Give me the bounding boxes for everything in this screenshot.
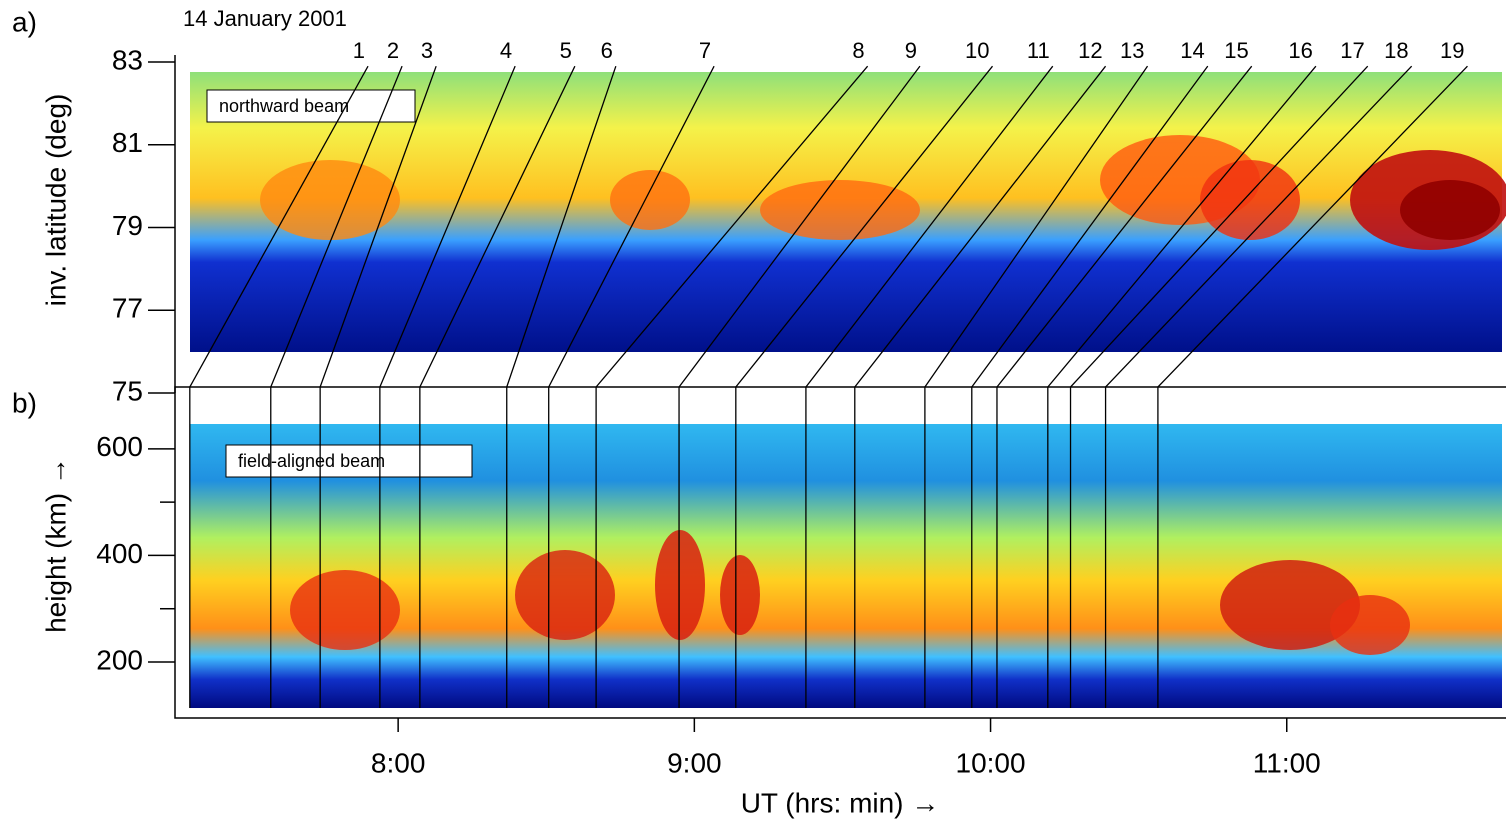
event-label: 10 (965, 38, 989, 63)
event-line (1105, 65, 1413, 388)
panel-label: a) (12, 6, 37, 37)
event-line (270, 65, 403, 388)
event-line (595, 65, 869, 388)
y-tick-label: 600 (96, 431, 143, 462)
y-tick-label: 83 (112, 44, 143, 75)
annotation-box (206, 89, 416, 123)
x-axis-label: UT (hrs: min) → (741, 787, 940, 818)
event-label: 14 (1180, 38, 1204, 63)
event-line (506, 65, 617, 388)
event-label: 16 (1288, 38, 1312, 63)
y-axis-label: inv. latitude (deg) (40, 94, 71, 307)
event-label: 6 (601, 38, 613, 63)
event-line (996, 65, 1253, 388)
event-line (1070, 65, 1369, 388)
event-line (971, 65, 1209, 388)
x-tick-label: 8:00 (371, 747, 426, 778)
event-line (319, 65, 437, 388)
x-tick-label: 10:00 (956, 747, 1026, 778)
event-label: 1 (353, 38, 365, 63)
axis-frame (174, 386, 1506, 719)
event-line (1047, 65, 1317, 388)
event-line (419, 65, 576, 388)
event-label: 19 (1440, 38, 1464, 63)
y-tick-label: 75 (112, 375, 143, 406)
event-line (805, 65, 1054, 388)
event-line (189, 65, 369, 388)
event-label: 9 (905, 38, 917, 63)
event-line (735, 65, 994, 388)
panel-label: b) (12, 387, 37, 418)
event-line (1157, 65, 1468, 388)
y-tick-label: 200 (96, 644, 143, 675)
event-label: 4 (500, 38, 512, 63)
x-tick-label: 11:00 (1253, 747, 1321, 778)
annotation: field-aligned beam (238, 451, 385, 471)
event-label: 18 (1384, 38, 1408, 63)
event-line (379, 65, 516, 388)
event-label: 13 (1120, 38, 1144, 63)
event-line (678, 65, 921, 388)
event-label: 11 (1027, 38, 1050, 63)
event-line (924, 65, 1149, 388)
event-label: 2 (387, 38, 399, 63)
event-label: 7 (699, 38, 711, 63)
event-label: 3 (421, 38, 433, 63)
y-tick-label: 81 (112, 127, 143, 158)
x-tick-label: 9:00 (667, 747, 722, 778)
y-tick-label: 77 (112, 293, 143, 324)
event-label: 15 (1224, 38, 1248, 63)
event-label: 17 (1340, 38, 1364, 63)
chart-title: 14 January 2001 (183, 6, 347, 31)
y-axis-label: height (km) → (40, 457, 71, 633)
event-line (854, 65, 1107, 388)
y-tick-label: 79 (112, 210, 143, 241)
annotation-box (225, 444, 473, 478)
event-label: 12 (1078, 38, 1102, 63)
annotation: northward beam (219, 96, 349, 116)
event-label: 5 (560, 38, 572, 63)
y-tick-label: 400 (96, 538, 143, 569)
event-label: 8 (852, 38, 864, 63)
event-line (548, 65, 715, 388)
heatmap-northward (190, 72, 1506, 352)
